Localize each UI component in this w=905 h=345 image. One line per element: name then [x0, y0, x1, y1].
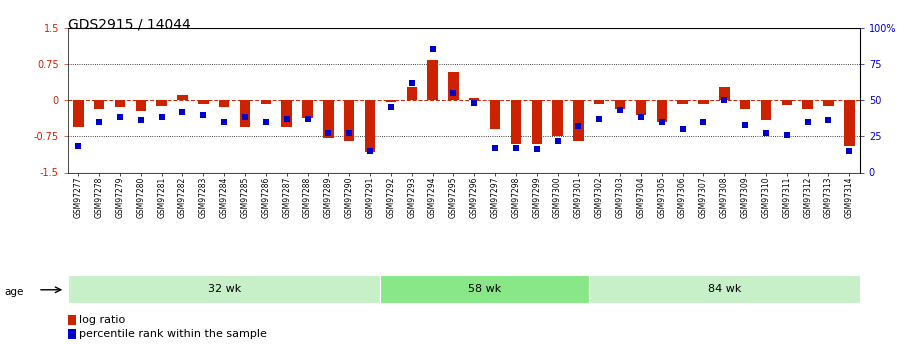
Point [696, 119, 710, 125]
Point [259, 119, 273, 125]
Point [779, 132, 794, 138]
Bar [469, 98, 480, 100]
Point [71, 144, 86, 149]
Bar [594, 100, 605, 104]
Point [738, 122, 752, 127]
Bar [344, 100, 355, 141]
Bar [699, 100, 709, 104]
Point [113, 115, 128, 120]
Bar [261, 100, 272, 104]
Bar [427, 60, 438, 100]
Bar [448, 72, 459, 100]
Bar [719, 87, 729, 100]
Point [613, 107, 627, 113]
Point [321, 131, 336, 136]
Point [134, 118, 148, 123]
Point [654, 119, 669, 125]
Bar [803, 100, 813, 109]
Bar [94, 100, 104, 109]
Bar [198, 100, 208, 104]
Point [425, 47, 440, 52]
Bar [68, 275, 380, 303]
Bar [552, 100, 563, 136]
Point [529, 147, 544, 152]
Bar [68, 329, 76, 339]
Point [384, 105, 398, 110]
Point [92, 119, 107, 125]
Point [342, 131, 357, 136]
Text: GDS2915 / 14044: GDS2915 / 14044 [68, 17, 191, 31]
Bar [281, 100, 292, 127]
Bar [740, 100, 750, 109]
Point [758, 131, 773, 136]
Text: percentile rank within the sample: percentile rank within the sample [80, 329, 267, 339]
Point [405, 80, 419, 86]
Bar [323, 100, 334, 138]
Point [280, 116, 294, 122]
Point [821, 118, 835, 123]
Bar [510, 100, 521, 144]
Point [488, 145, 502, 151]
Bar [844, 100, 854, 146]
Point [300, 116, 315, 122]
Bar [614, 100, 625, 109]
Bar [302, 100, 313, 118]
Point [467, 100, 481, 106]
Bar [782, 100, 792, 105]
Bar [68, 315, 76, 325]
Point [196, 112, 211, 117]
Bar [380, 275, 589, 303]
Point [238, 115, 252, 120]
Point [155, 115, 169, 120]
Point [634, 115, 648, 120]
Text: 58 wk: 58 wk [468, 284, 501, 294]
Bar [531, 100, 542, 145]
Bar [365, 100, 376, 152]
Bar [115, 100, 125, 107]
Text: log ratio: log ratio [80, 315, 126, 325]
Text: 84 wk: 84 wk [708, 284, 741, 294]
Point [217, 119, 232, 125]
Point [571, 124, 586, 129]
Bar [490, 100, 500, 129]
Point [550, 138, 565, 144]
Bar [678, 100, 688, 104]
Bar [635, 100, 646, 115]
Text: age: age [5, 287, 24, 296]
Point [509, 145, 523, 151]
Point [717, 97, 731, 103]
Point [176, 109, 190, 115]
Bar [177, 95, 187, 100]
Bar [589, 275, 860, 303]
Bar [406, 87, 417, 100]
Bar [656, 100, 667, 122]
Bar [573, 100, 584, 141]
Bar [219, 100, 229, 107]
Bar [761, 100, 771, 120]
Bar [240, 100, 250, 127]
Point [592, 116, 606, 122]
Bar [824, 100, 834, 106]
Point [363, 148, 377, 154]
Point [675, 126, 690, 132]
Point [842, 148, 856, 154]
Text: 32 wk: 32 wk [207, 284, 241, 294]
Bar [386, 100, 396, 102]
Bar [157, 100, 167, 106]
Bar [73, 100, 83, 127]
Bar [136, 100, 146, 111]
Point [800, 119, 814, 125]
Point [446, 90, 461, 96]
